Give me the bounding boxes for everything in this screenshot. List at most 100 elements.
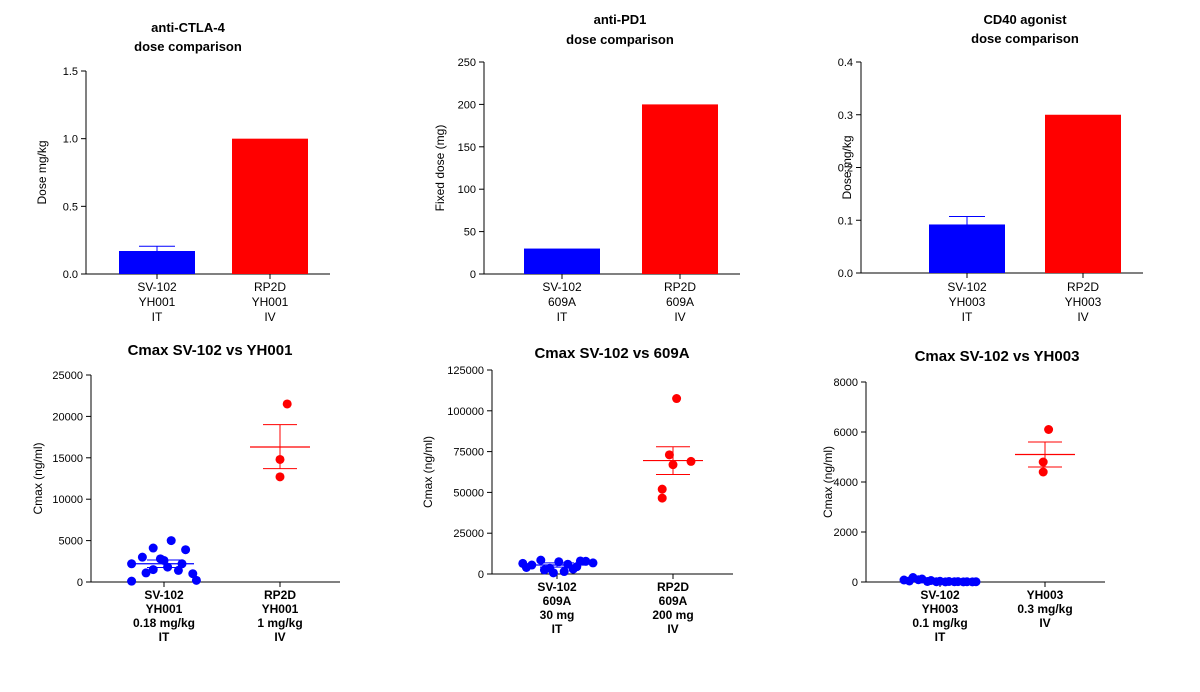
- x-category-label: IT: [935, 630, 946, 644]
- x-category-label: YH003: [922, 602, 959, 616]
- y-tick-label: 0: [478, 569, 484, 581]
- data-point: [657, 484, 667, 494]
- bar: [929, 224, 1005, 273]
- chart-title: Cmax SV-102 vs YH001: [128, 342, 293, 359]
- y-tick-label: 10000: [52, 494, 83, 506]
- y-tick-label: 0: [470, 269, 476, 281]
- y-tick-label: 0.3: [838, 110, 853, 122]
- data-point: [686, 456, 696, 466]
- y-tick-label: 100: [458, 184, 476, 196]
- chart-title: dose comparison: [566, 32, 674, 47]
- chart-title: Cmax SV-102 vs 609A: [534, 345, 689, 362]
- chart-title: anti-PD1: [594, 12, 647, 27]
- x-category-label: YH001: [252, 295, 289, 309]
- x-category-label: SV-102: [542, 280, 582, 294]
- x-category-label: YH001: [139, 295, 176, 309]
- y-tick-label: 6000: [834, 427, 858, 439]
- x-category-label: IV: [274, 630, 285, 644]
- x-category-label: RP2D: [1067, 280, 1099, 294]
- data-point: [575, 556, 585, 566]
- y-tick-label: 200: [458, 99, 476, 111]
- data-point: [137, 552, 147, 562]
- chart-4: Cmax SV-102 vs YH001 0 5000 10000 15000 20000…: [31, 342, 340, 644]
- x-category-label: IV: [1039, 616, 1050, 630]
- x-category-label: 0.1 mg/kg: [912, 616, 967, 630]
- x-category-label: YH003: [949, 295, 986, 309]
- bar: [1045, 114, 1121, 273]
- x-category-label: SV-102: [144, 588, 184, 602]
- data-point: [155, 554, 165, 564]
- chart-title: Cmax SV-102 vs YH003: [915, 348, 1080, 365]
- y-tick-label: 0.0: [838, 268, 853, 280]
- data-point: [568, 564, 578, 574]
- y-tick-label: 0.4: [838, 57, 853, 69]
- data-point: [191, 575, 201, 585]
- y-tick-label: 1.5: [63, 66, 78, 78]
- y-tick-label: 75000: [453, 447, 484, 459]
- x-category-label: IV: [674, 310, 685, 324]
- x-category-label: IT: [159, 630, 170, 644]
- data-point: [282, 399, 292, 409]
- x-category-label: 609A: [666, 295, 694, 309]
- y-tick-label: 25000: [52, 370, 83, 382]
- bar: [119, 250, 195, 274]
- y-tick-label: 2000: [834, 527, 858, 539]
- y-axis-label: Cmax (ng/ml): [821, 446, 835, 518]
- x-category-label: RP2D: [657, 580, 689, 594]
- data-point: [173, 565, 183, 575]
- y-tick-label: 20000: [52, 411, 83, 423]
- x-category-label: 1 mg/kg: [257, 616, 302, 630]
- x-category-label: IT: [962, 310, 973, 324]
- y-axis-label: Cmax (ng/ml): [31, 442, 45, 514]
- data-point: [521, 562, 531, 572]
- x-category-label: IT: [557, 310, 568, 324]
- x-category-label: IV: [667, 622, 678, 636]
- data-point: [958, 577, 968, 587]
- data-point: [672, 394, 682, 404]
- x-category-label: SV-102: [920, 588, 960, 602]
- data-point: [904, 576, 914, 586]
- x-category-label: 200 mg: [652, 608, 693, 622]
- x-category-label: YH001: [262, 602, 299, 616]
- data-point: [1044, 425, 1054, 434]
- data-point: [559, 567, 569, 577]
- data-point: [539, 565, 549, 575]
- x-category-label: 609A: [548, 295, 576, 309]
- y-axis-label: Cmax (ng/ml): [421, 436, 435, 508]
- data-point: [1038, 467, 1048, 477]
- x-category-label: IV: [264, 310, 275, 324]
- x-category-label: 0.3 mg/kg: [1017, 602, 1072, 616]
- x-category-label: 0.18 mg/kg: [133, 616, 195, 630]
- x-category-label: IT: [552, 622, 563, 636]
- bar: [642, 104, 718, 275]
- x-category-label: SV-102: [537, 580, 577, 594]
- data-point: [588, 558, 598, 568]
- data-point: [181, 545, 191, 555]
- chart-6: Cmax SV-102 vs YH003 0 2000 4000 6000 8000 Cma…: [821, 348, 1105, 644]
- y-tick-label: 1.0: [63, 134, 78, 146]
- x-category-label: YH001: [146, 602, 183, 616]
- y-tick-label: 8000: [834, 377, 858, 389]
- data-point: [127, 559, 137, 569]
- x-category-label: SV-102: [137, 280, 177, 294]
- data-point: [657, 493, 667, 503]
- data-point: [913, 575, 923, 585]
- bar: [232, 138, 308, 274]
- y-tick-label: 0.0: [63, 269, 78, 281]
- y-tick-label: 0.2: [838, 163, 853, 175]
- data-point: [548, 568, 558, 578]
- y-tick-label: 5000: [59, 536, 83, 548]
- y-tick-label: 0: [77, 577, 83, 589]
- data-point: [141, 568, 151, 578]
- data-point: [148, 543, 158, 553]
- x-category-label: 30 mg: [540, 608, 575, 622]
- chart-title: dose comparison: [971, 31, 1079, 46]
- chart-title: dose comparison: [134, 39, 242, 54]
- chart-title: anti-CTLA-4: [151, 20, 225, 35]
- chart-1: anti-CTLA-4 dose comparison 0.0 0.5 1.0 1.5 Do…: [35, 20, 330, 324]
- data-point: [127, 576, 137, 586]
- data-point: [967, 577, 977, 587]
- x-category-label: YH003: [1065, 295, 1102, 309]
- y-tick-label: 50: [464, 227, 476, 239]
